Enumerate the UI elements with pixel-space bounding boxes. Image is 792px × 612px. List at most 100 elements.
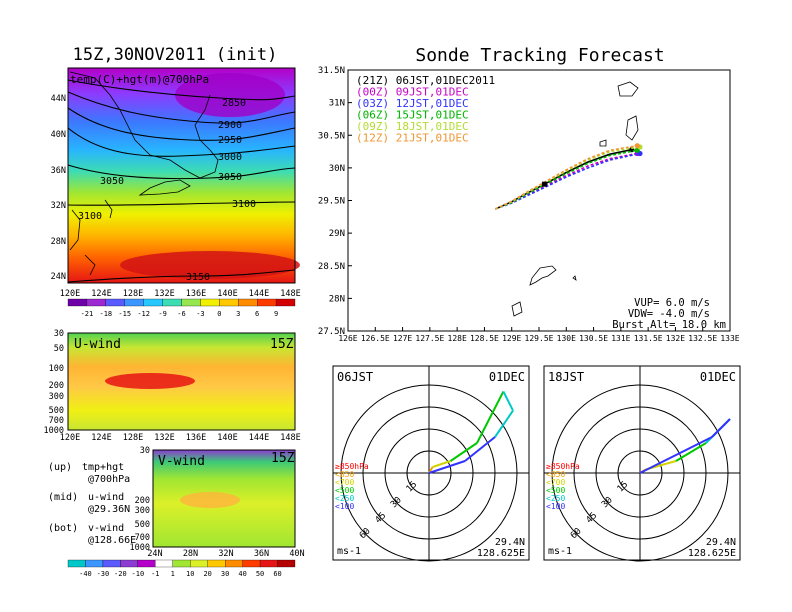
lon-tick-label: 140E	[217, 289, 237, 299]
vwind-label: V-wind	[158, 454, 205, 469]
hgt-label: 2950	[218, 135, 242, 146]
colorbar-label: -10	[132, 570, 145, 578]
lat-tick-label: 28.5N	[318, 262, 345, 272]
lat-tick-label: 30N	[329, 164, 345, 174]
colorbar-swatch	[207, 559, 226, 568]
lon-tick-label: 128E	[448, 334, 467, 343]
lon-tick-label: 124E	[91, 433, 111, 443]
hodograph-segment	[675, 442, 707, 462]
height-labels: 2850 2900 2950 3000 3050 3050 3100 3100 …	[78, 98, 256, 283]
hodograph-unit: ms-1	[548, 546, 572, 557]
colorbar-swatch	[105, 298, 125, 307]
hodograph-segment	[639, 436, 713, 474]
hodograph-lon: 128.625E	[688, 548, 736, 559]
lon-tick-label: 144E	[249, 289, 269, 299]
colorbar-label: -9	[158, 310, 166, 318]
lon-tick-label: 148E	[280, 433, 300, 443]
colorbar-label: 9	[274, 310, 278, 318]
colorbar-label: 40	[238, 570, 246, 578]
lon-tick-label: 124E	[91, 289, 111, 299]
lon-tick-label: 132E	[154, 289, 174, 299]
pressure-tick-label: 50	[54, 344, 64, 354]
lon-tick-label: 132E	[666, 334, 685, 343]
temp-map: 2850 2900 2950 3000 3050 3050 3100 3100 …	[51, 67, 301, 318]
level-legend-entry: <100	[546, 502, 565, 511]
map-lon-ticks: 120E 124E 128E 132E 136E 140E 144E 148E	[60, 289, 301, 299]
pressure-tick-label: 30	[54, 329, 64, 339]
lon-tick-label: 131.5E	[634, 334, 663, 343]
note-sub: @128.66E	[88, 535, 136, 546]
colorbar-swatch	[190, 559, 208, 568]
level-legend-entry: <850	[546, 470, 565, 479]
colorbar-swatch	[200, 298, 220, 307]
colorbar-swatch	[67, 298, 88, 307]
coastlines	[69, 71, 219, 276]
colorbar-swatch	[181, 298, 201, 307]
track-end-point	[634, 143, 640, 149]
pressure-tick-label: 1000	[130, 543, 150, 553]
lon-tick-label: 136E	[186, 289, 206, 299]
level-legend-entry: <250	[546, 494, 565, 503]
colorbar-label: 30	[221, 570, 229, 578]
track-legend-entry: (00Z) 09JST,01DEC	[356, 86, 469, 99]
level-legend-entry: <100	[335, 502, 354, 511]
pressure-tick-label: 30	[140, 446, 150, 456]
hgt-label: 2850	[222, 98, 246, 109]
hodograph-time: 18JST	[548, 370, 584, 384]
lon-tick-label: 129E	[502, 334, 521, 343]
hodograph-date: 01DEC	[700, 370, 736, 384]
vdw-value: VDW= -4.0 m/s	[628, 308, 710, 320]
lon-tick-label: 144E	[249, 433, 269, 443]
level-legend-entry: <700	[546, 478, 565, 487]
note-tag: (up)	[48, 462, 72, 473]
colorbar-label: -12	[137, 310, 150, 318]
uwind-label: U-wind	[74, 337, 121, 352]
colorbar-label: -3	[196, 310, 204, 318]
colorbar-label: -30	[97, 570, 110, 578]
lon-tick-label: 120E	[60, 433, 80, 443]
vup-value: VUP= 6.0 m/s	[634, 297, 710, 309]
lon-tick-label: 126.5E	[361, 334, 390, 343]
note-tag: (mid)	[48, 492, 78, 503]
hodograph-segment	[476, 390, 505, 444]
colorbar-label: 20	[203, 570, 211, 578]
uwind-time: 15Z	[270, 337, 294, 352]
hgt-label: 3100	[78, 211, 102, 222]
hodograph-time: 06JST	[337, 370, 373, 384]
lon-tick-label: 128E	[123, 433, 143, 443]
colorbar-label: -40	[79, 570, 92, 578]
lat-tick-label: 28N	[183, 549, 198, 559]
map-frame	[67, 67, 296, 284]
islands	[511, 81, 639, 317]
lon-tick-label: 120E	[60, 289, 80, 299]
colorbar-swatch	[137, 559, 156, 568]
vwind-lat-ticks: 24N 28N 32N 36N 40N	[147, 549, 304, 559]
track-map: 31.5N 31N 30.5N 30N 29.5N 29N 28.5N 28N 27.5N 12…	[318, 66, 740, 343]
lon-tick-label: 128.5E	[470, 334, 499, 343]
colorbar-label: -20	[114, 570, 127, 578]
colorbar-swatch	[120, 559, 138, 568]
colorbar-label: -15	[118, 310, 131, 318]
track-legend-entry: (03Z) 12JST,01DEC	[356, 97, 469, 110]
sonde-params: VUP= 6.0 m/s VDW= -4.0 m/s Burst Alt= 18…	[612, 297, 726, 331]
colorbar-swatch	[275, 298, 296, 307]
colorbar-swatch	[225, 559, 243, 568]
track-lat-ticks: 31.5N 31N 30.5N 30N 29.5N 29N 28.5N 28N 27.5N	[318, 66, 352, 337]
lon-tick-label: 130E	[557, 334, 576, 343]
panel-notes: (up) tmp+hgt @700hPa (mid) u-wind @29.36…	[48, 462, 136, 546]
level-legend-entry: <500	[546, 486, 565, 495]
colorbar-swatch	[238, 298, 258, 307]
lat-tick-label: 30.5N	[318, 131, 345, 141]
note-sub: @29.36N	[88, 504, 130, 515]
pressure-tick-label: 200	[135, 496, 150, 506]
colorbar-swatch	[67, 559, 86, 568]
colorbar-label: 6	[255, 310, 259, 318]
track-midpoint	[541, 181, 547, 187]
hodograph-segment	[494, 410, 514, 438]
colorbar-swatch	[259, 559, 278, 568]
pressure-tick-label: 300	[49, 392, 64, 402]
lon-tick-label: 140E	[217, 433, 237, 443]
pressure-tick-label: 100	[49, 364, 64, 374]
